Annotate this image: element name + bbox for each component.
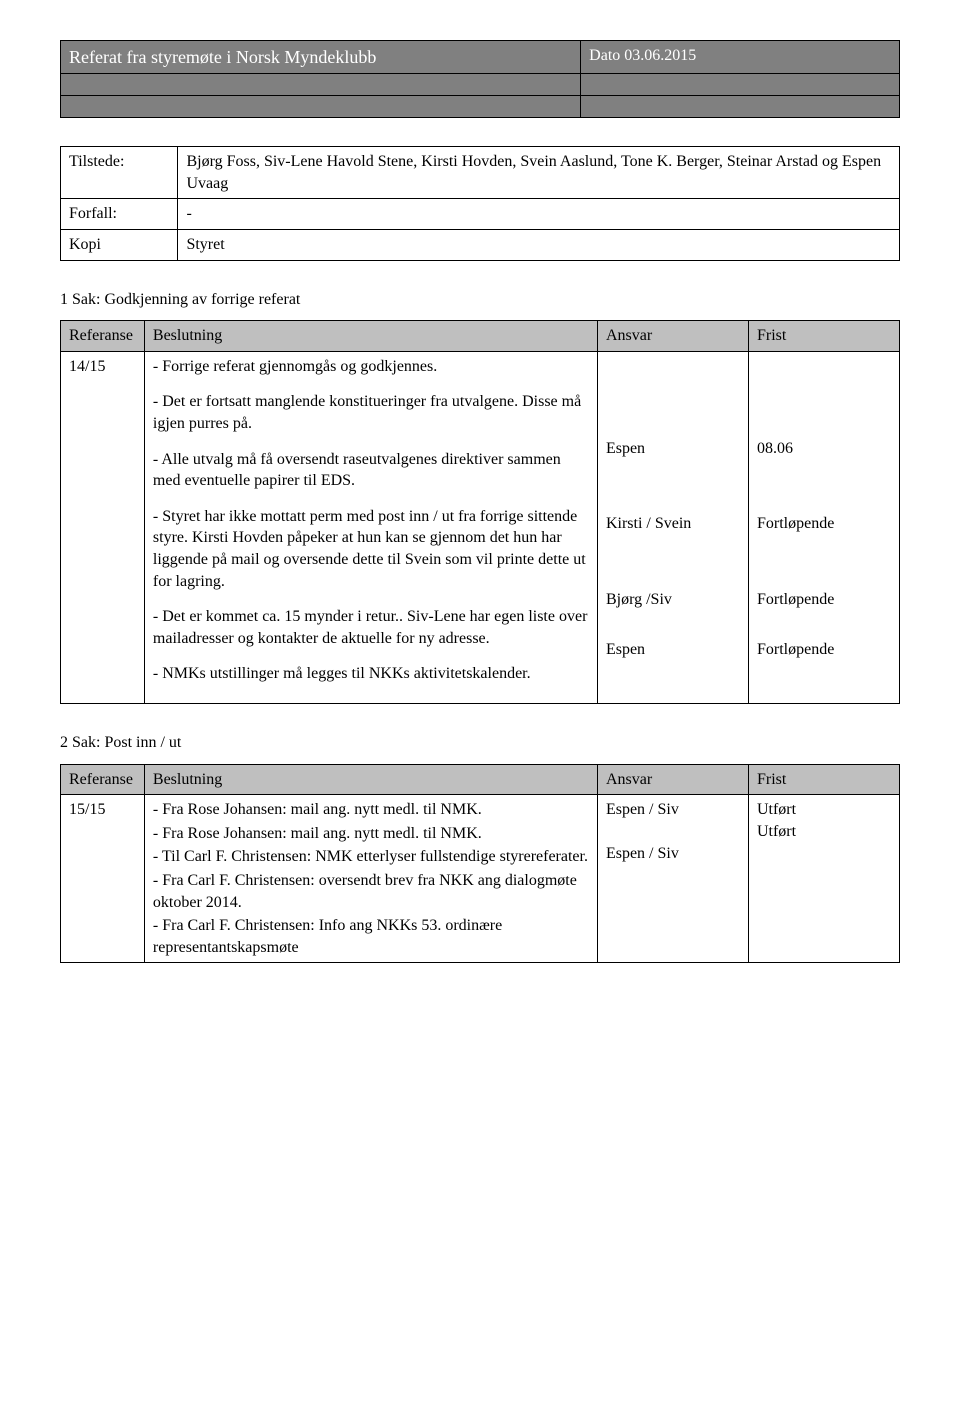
- beslutning-p2: - Fra Rose Johansen: mail ang. nytt medl…: [153, 823, 589, 845]
- beslutning-p1: - Fra Rose Johansen: mail ang. nytt medl…: [153, 799, 589, 821]
- forfall-value: -: [178, 199, 900, 230]
- kopi-label: Kopi: [61, 230, 178, 261]
- section-2-heading: 2 Sak: Post inn / ut: [60, 732, 900, 754]
- document-header-table: Referat fra styremøte i Norsk Myndeklubb…: [60, 40, 900, 118]
- tilstede-label: Tilstede:: [61, 147, 178, 199]
- beslutning-p6: - NMKs utstillinger må legges til NKKs a…: [153, 663, 589, 685]
- table-header-row: Referanse Beslutning Ansvar Frist: [61, 764, 900, 795]
- col-beslutning: Beslutning: [144, 764, 597, 795]
- beslutning-p4: - Styret har ikke mottatt perm med post …: [153, 506, 589, 592]
- table-row: 15/15 - Fra Rose Johansen: mail ang. nyt…: [61, 795, 900, 963]
- frist-1: Utført: [757, 799, 891, 821]
- ansvar-4: Espen: [606, 639, 740, 661]
- table-header-row: Referanse Beslutning Ansvar Frist: [61, 321, 900, 352]
- col-ansvar: Ansvar: [597, 764, 748, 795]
- table-row: 14/15 - Forrige referat gjennomgås og go…: [61, 351, 900, 703]
- col-frist: Frist: [748, 321, 899, 352]
- beslutning-p4: - Fra Carl F. Christensen: oversendt bre…: [153, 870, 589, 913]
- frist-2: Utført: [757, 821, 891, 843]
- col-frist: Frist: [748, 764, 899, 795]
- ansvar-1: Espen / Siv: [606, 799, 740, 821]
- col-ansvar: Ansvar: [597, 321, 748, 352]
- header-empty-2b: [581, 96, 900, 118]
- header-empty-1a: [61, 74, 581, 96]
- ansvar-cell: Espen Kirsti / Svein Bjørg /Siv Espen: [597, 351, 748, 703]
- beslutning-cell: - Fra Rose Johansen: mail ang. nytt medl…: [144, 795, 597, 963]
- col-referanse: Referanse: [61, 321, 145, 352]
- frist-4: Fortløpende: [757, 639, 891, 661]
- beslutning-p5: - Fra Carl F. Christensen: Info ang NKKs…: [153, 915, 589, 958]
- frist-cell: 08.06 Fortløpende Fortløpende Fortløpend…: [748, 351, 899, 703]
- header-empty-2a: [61, 96, 581, 118]
- attendance-table: Tilstede: Bjørg Foss, Siv-Lene Havold St…: [60, 146, 900, 260]
- frist-2: Fortløpende: [757, 513, 891, 535]
- ref-cell: 14/15: [61, 351, 145, 703]
- frist-1: 08.06: [757, 438, 891, 460]
- ansvar-cell: Espen / Siv Espen / Siv: [597, 795, 748, 963]
- ref-cell: 15/15: [61, 795, 145, 963]
- col-referanse: Referanse: [61, 764, 145, 795]
- beslutning-p2: - Det er fortsatt manglende konstituerin…: [153, 391, 589, 434]
- ansvar-1: Espen: [606, 438, 740, 460]
- ansvar-2: Kirsti / Svein: [606, 513, 740, 535]
- kopi-value: Styret: [178, 230, 900, 261]
- section-2-table: Referanse Beslutning Ansvar Frist 15/15 …: [60, 764, 900, 964]
- frist-cell: Utført Utført: [748, 795, 899, 963]
- forfall-label: Forfall:: [61, 199, 178, 230]
- beslutning-p1: - Forrige referat gjennomgås og godkjenn…: [153, 356, 589, 378]
- header-date: Dato 03.06.2015: [581, 41, 900, 74]
- beslutning-p3: - Til Carl F. Christensen: NMK etterlyse…: [153, 846, 589, 868]
- section-1-heading: 1 Sak: Godkjenning av forrige referat: [60, 289, 900, 311]
- frist-3: Fortløpende: [757, 589, 891, 611]
- ansvar-3: Bjørg /Siv: [606, 589, 740, 611]
- beslutning-p5: - Det er kommet ca. 15 mynder i retur.. …: [153, 606, 589, 649]
- ansvar-2: Espen / Siv: [606, 843, 740, 865]
- col-beslutning: Beslutning: [144, 321, 597, 352]
- tilstede-value: Bjørg Foss, Siv-Lene Havold Stene, Kirst…: [178, 147, 900, 199]
- header-title: Referat fra styremøte i Norsk Myndeklubb: [61, 41, 581, 74]
- header-empty-1b: [581, 74, 900, 96]
- beslutning-p3: - Alle utvalg må få oversendt raseutvalg…: [153, 449, 589, 492]
- beslutning-cell: - Forrige referat gjennomgås og godkjenn…: [144, 351, 597, 703]
- section-1-table: Referanse Beslutning Ansvar Frist 14/15 …: [60, 320, 900, 704]
